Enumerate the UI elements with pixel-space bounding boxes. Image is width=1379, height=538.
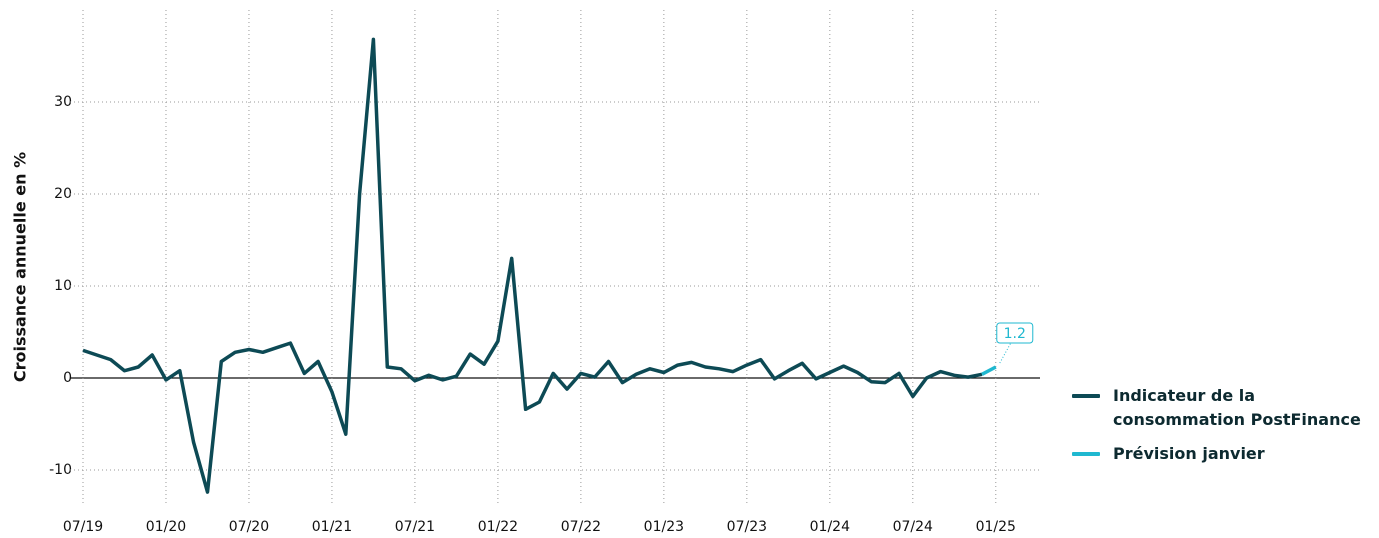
y-tick-label: -10 <box>49 462 72 478</box>
legend-label: Indicateur de la consommation PostFinanc… <box>1113 386 1361 429</box>
x-tick-label: 07/23 <box>727 519 767 535</box>
data-label-box <box>996 322 1034 344</box>
x-tick-label: 07/20 <box>229 519 269 535</box>
data-line <box>82 37 983 494</box>
x-tick-label: 01/25 <box>976 519 1016 535</box>
y-tick-label: 0 <box>63 370 72 386</box>
x-tick-label: 01/22 <box>478 519 518 535</box>
legend: Indicateur de la consommation PostFinanc… <box>1072 384 1372 476</box>
legend-label: Prévision janvier <box>1113 444 1265 463</box>
x-tick-label: 01/24 <box>810 519 850 535</box>
legend-swatch <box>1072 452 1100 456</box>
data-line <box>981 365 997 376</box>
x-tick-label: 07/22 <box>561 519 601 535</box>
data-label: 1.2 <box>1004 326 1026 342</box>
x-tick-label: 01/23 <box>644 519 684 535</box>
y-tick-label: 30 <box>54 94 72 110</box>
legend-swatch <box>1072 394 1100 398</box>
legend-item: Indicateur de la consommation PostFinanc… <box>1072 384 1372 432</box>
x-tick-label: 07/21 <box>395 519 435 535</box>
legend-item: Prévision janvier <box>1072 442 1372 466</box>
y-axis-label: Croissance annuelle en % <box>11 152 30 382</box>
y-tick-label: 10 <box>54 278 72 294</box>
x-tick-label: 01/20 <box>146 519 186 535</box>
x-tick-label: 07/24 <box>893 519 933 535</box>
x-tick-label: 07/19 <box>63 519 103 535</box>
x-tick-label: 01/21 <box>312 519 352 535</box>
data-label-leader <box>999 342 1012 364</box>
y-tick-label: 20 <box>54 186 72 202</box>
